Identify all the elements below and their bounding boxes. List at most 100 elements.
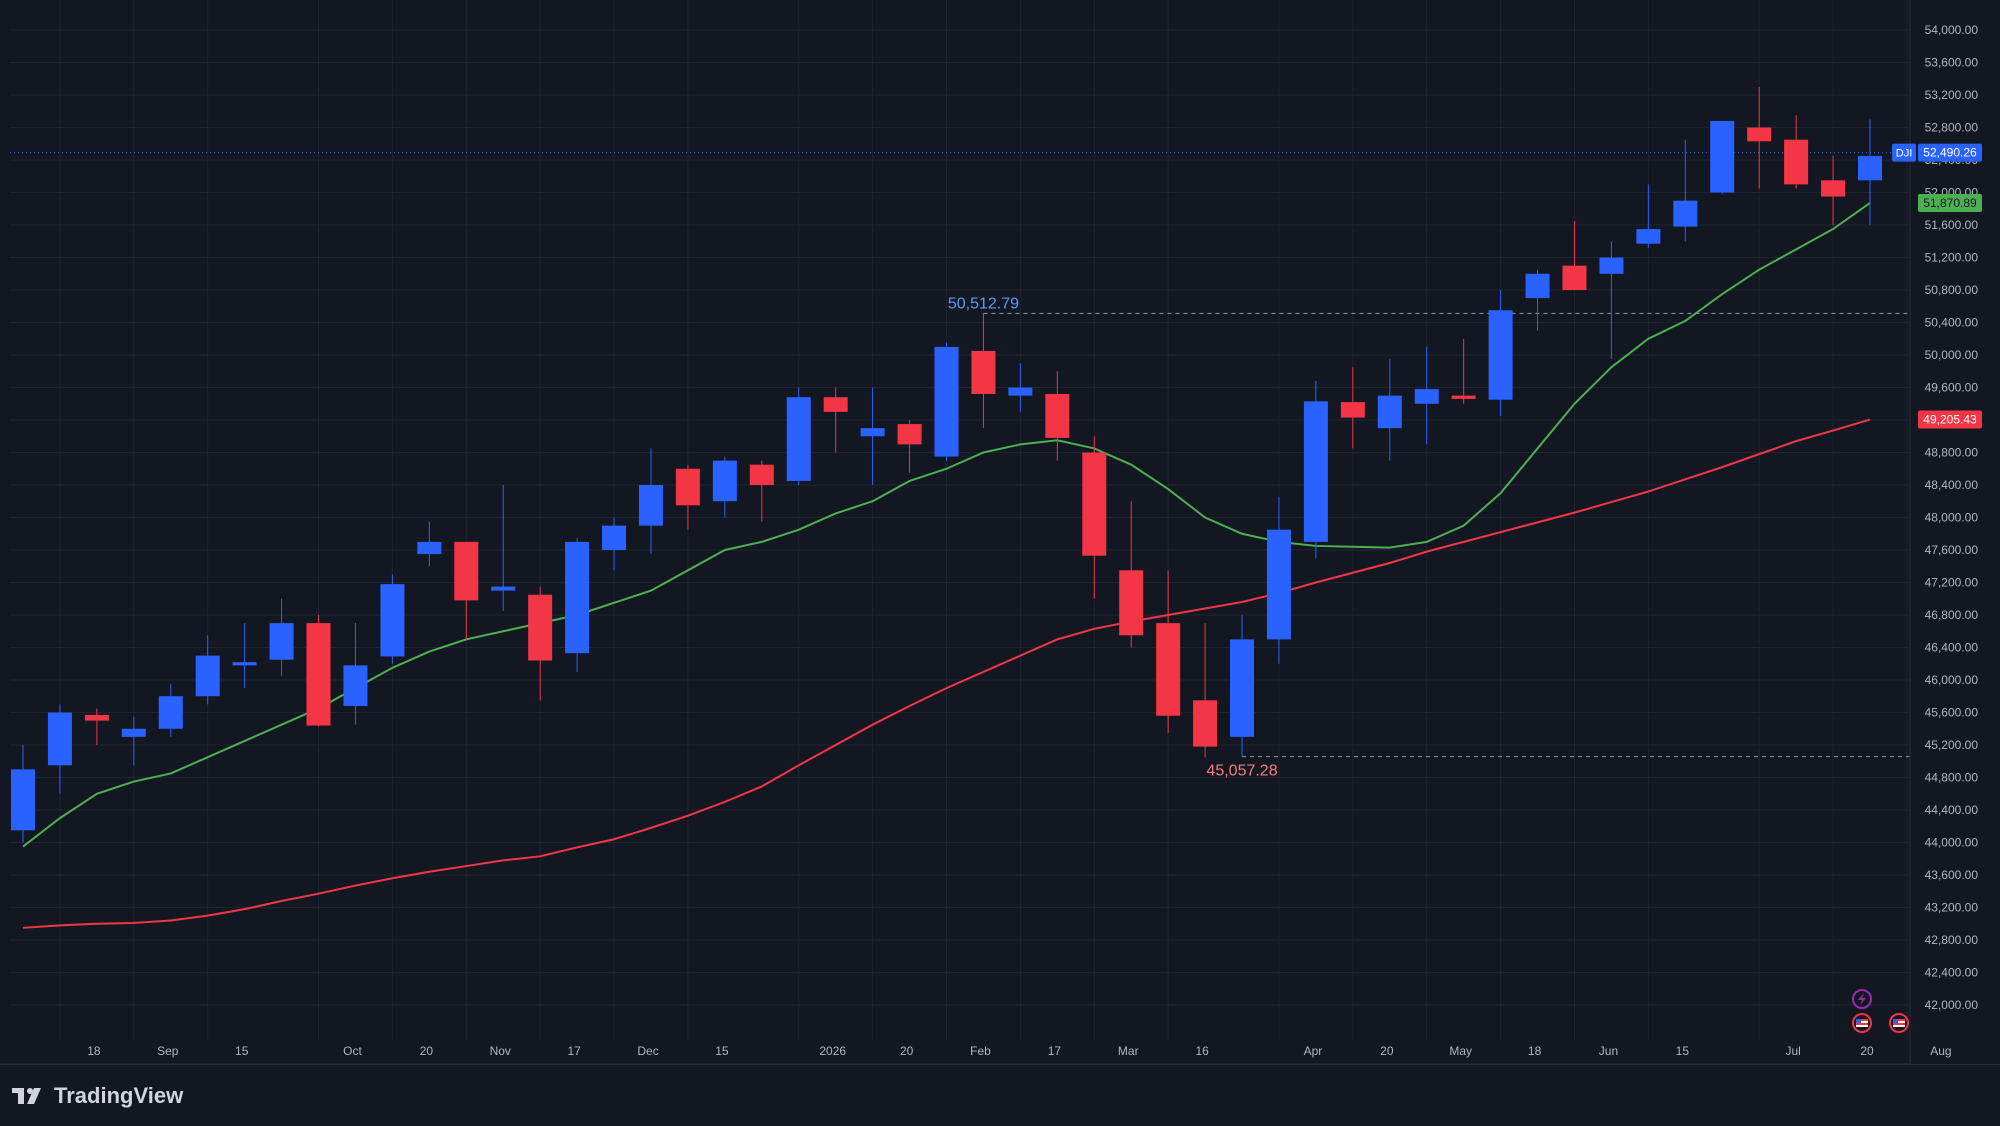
candle[interactable]: [1673, 139, 1698, 242]
candle[interactable]: [1636, 184, 1661, 248]
candle-body: [343, 665, 368, 706]
candle[interactable]: [417, 521, 442, 567]
candle[interactable]: [1562, 220, 1587, 290]
symbol-tag-text: DJI: [1896, 148, 1913, 160]
candle[interactable]: [306, 615, 331, 727]
candle[interactable]: [454, 541, 479, 640]
us-flag-event-icon[interactable]: [1852, 1013, 1872, 1033]
candle-body: [1303, 401, 1328, 542]
candle[interactable]: [860, 387, 885, 486]
candle-body: [11, 769, 35, 831]
candle-body: [1451, 395, 1476, 399]
candle[interactable]: [11, 745, 35, 843]
candle-body: [454, 541, 479, 601]
candle-body: [47, 712, 72, 766]
candle[interactable]: [638, 448, 663, 555]
time-axis-tick-label: 20: [900, 1044, 914, 1058]
candle[interactable]: [1599, 241, 1624, 360]
candle[interactable]: [1747, 86, 1772, 189]
candle-body: [1858, 155, 1882, 181]
price-axis-tick-label: 45,600.00: [1925, 706, 1979, 720]
candle[interactable]: [195, 635, 220, 705]
ma-short-price-badge: 51,870.89: [1918, 193, 1982, 212]
candle[interactable]: [565, 537, 590, 672]
candle[interactable]: [1377, 359, 1402, 461]
candle[interactable]: [1710, 121, 1735, 195]
time-axis-tick-label: 20: [1380, 1044, 1394, 1058]
candle[interactable]: [602, 517, 627, 571]
candle-body: [786, 397, 811, 481]
candle-body: [1340, 402, 1365, 418]
candle[interactable]: [1119, 501, 1144, 648]
candle[interactable]: [1784, 115, 1809, 189]
price-axis-tick-label: 52,800.00: [1925, 121, 1979, 135]
candle[interactable]: [1858, 119, 1882, 225]
candle[interactable]: [269, 598, 294, 676]
candle[interactable]: [528, 586, 553, 701]
candle[interactable]: [971, 313, 996, 429]
candle[interactable]: [84, 708, 109, 745]
candle-body: [306, 623, 331, 726]
candle[interactable]: [1045, 371, 1070, 461]
candle[interactable]: [1008, 363, 1033, 412]
price-axis-tick-label: 53,600.00: [1925, 56, 1979, 70]
time-axis-tick-label: 16: [1195, 1044, 1209, 1058]
candle[interactable]: [1156, 570, 1181, 733]
candle[interactable]: [786, 387, 811, 486]
candle[interactable]: [749, 460, 774, 522]
ma-long-price-badge-bg: [1918, 410, 1982, 429]
annotation-high-label: 50,512.79: [948, 295, 1019, 312]
candle[interactable]: [1340, 367, 1365, 449]
ma-long-price-badge-text: 49,205.43: [1923, 413, 1977, 427]
candle[interactable]: [343, 623, 368, 725]
candle[interactable]: [1193, 623, 1218, 758]
candle-body: [1156, 623, 1181, 716]
candle[interactable]: [934, 342, 959, 461]
candle[interactable]: [1303, 381, 1328, 559]
candle-body: [1599, 257, 1624, 274]
candle[interactable]: [491, 485, 516, 611]
price-axis-tick-label: 53,200.00: [1925, 88, 1979, 102]
price-axis-tick-label: 42,000.00: [1925, 998, 1979, 1012]
price-axis-tick-label: 51,200.00: [1925, 251, 1979, 265]
candle[interactable]: [823, 387, 848, 453]
current-price-bg: [1918, 143, 1982, 162]
time-axis-tick-label: Dec: [637, 1044, 658, 1058]
candle-body: [232, 662, 257, 666]
time-axis-tick-label: Sep: [157, 1044, 179, 1058]
candle[interactable]: [1525, 269, 1550, 331]
price-axis-tick-label: 50,800.00: [1925, 283, 1979, 297]
time-axis-tick-label: 18: [1528, 1044, 1542, 1058]
candle[interactable]: [380, 574, 405, 664]
candle-body: [712, 460, 737, 502]
candle[interactable]: [121, 716, 146, 766]
flag-stripe: [1856, 1023, 1868, 1025]
candle-body: [1710, 121, 1735, 193]
candle[interactable]: [1266, 497, 1291, 664]
candle[interactable]: [1451, 338, 1476, 404]
candle[interactable]: [1414, 346, 1439, 445]
time-axis-tick-label: 17: [1048, 1044, 1062, 1058]
candle[interactable]: [232, 623, 257, 689]
candle-body: [1821, 180, 1846, 197]
moving-average-long-line: [22, 418, 1871, 929]
price-axis-tick-label: 46,800.00: [1925, 608, 1979, 622]
tradingview-logo[interactable]: TradingView: [12, 1083, 183, 1109]
candle[interactable]: [1230, 615, 1255, 757]
candle[interactable]: [1488, 290, 1513, 416]
moving-averages: [22, 202, 1871, 929]
candle-body: [1008, 387, 1033, 396]
candle[interactable]: [675, 464, 700, 530]
us-flag-event-icon[interactable]: [1889, 1013, 1909, 1033]
price-axis-tick-label: 48,800.00: [1925, 446, 1979, 460]
candle-body: [1045, 394, 1070, 438]
candle[interactable]: [47, 704, 72, 794]
candle[interactable]: [897, 420, 922, 473]
candle[interactable]: [1821, 155, 1846, 225]
candle[interactable]: [712, 456, 737, 518]
candle[interactable]: [1082, 436, 1107, 599]
lightning-event-icon[interactable]: [1852, 989, 1872, 1009]
candle[interactable]: [158, 684, 183, 737]
